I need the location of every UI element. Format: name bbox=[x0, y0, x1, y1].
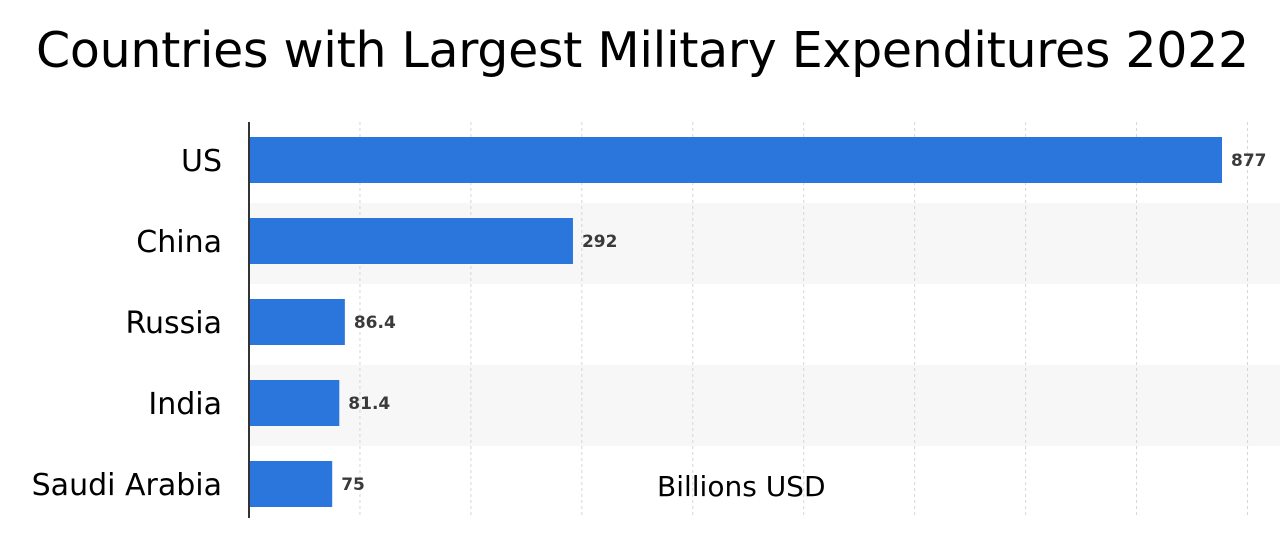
category-label: Saudi Arabia bbox=[32, 468, 222, 503]
value-label: 75 bbox=[341, 475, 365, 495]
chart-title: Countries with Largest Military Expendit… bbox=[36, 22, 1249, 79]
category-labels: US China Russia India Saudi Arabia bbox=[32, 144, 222, 503]
value-labels: 877 292 86.4 81.4 75 bbox=[341, 151, 1266, 495]
bars bbox=[249, 137, 1222, 507]
value-label: 81.4 bbox=[348, 394, 390, 414]
category-label: US bbox=[181, 144, 222, 179]
category-label: Russia bbox=[126, 306, 223, 341]
row-bands bbox=[249, 203, 1280, 446]
row-band bbox=[249, 365, 1280, 446]
value-label: 877 bbox=[1231, 151, 1267, 171]
value-label: 86.4 bbox=[354, 313, 396, 333]
bar-china bbox=[249, 218, 573, 264]
bar-us bbox=[249, 137, 1222, 183]
value-label: 292 bbox=[582, 232, 618, 252]
bar-russia bbox=[249, 299, 345, 345]
gridlines bbox=[359, 122, 1249, 518]
bar-india bbox=[249, 380, 340, 426]
category-label: China bbox=[136, 225, 222, 260]
unit-label: Billions USD bbox=[657, 470, 826, 503]
category-label: India bbox=[148, 387, 222, 422]
bar-saudi-arabia bbox=[249, 461, 333, 507]
